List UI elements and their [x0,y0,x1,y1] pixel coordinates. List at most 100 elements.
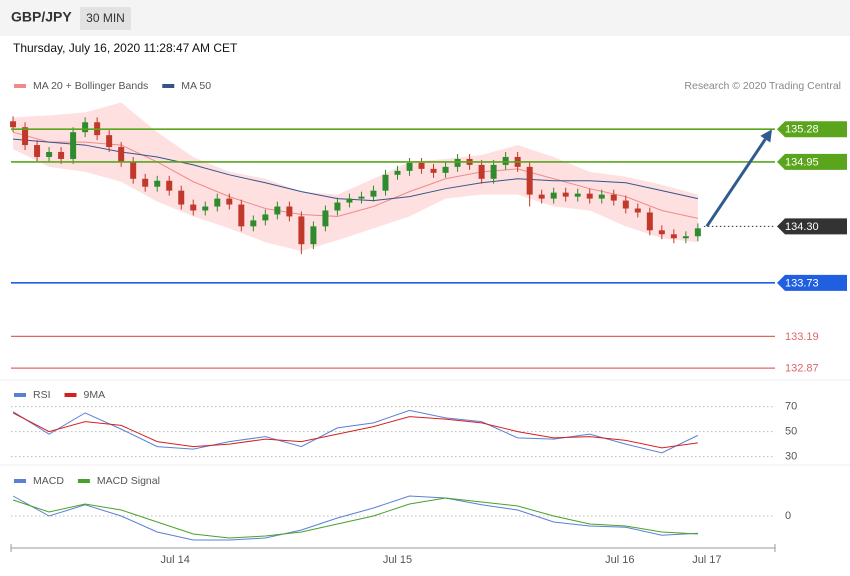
candle-body [178,190,185,205]
candle-body [154,180,161,187]
interval[interactable]: 30 MIN [86,11,125,25]
candle-body [298,216,305,245]
candle-body [142,178,149,187]
candle-body [46,152,53,157]
candle-body [574,193,581,197]
candle-body [478,164,485,179]
candle-body [682,236,689,239]
candle-body [130,161,137,179]
candle-body [526,166,533,195]
candle-body [226,198,233,205]
candle-body [118,147,125,162]
indicator-line [12,412,698,449]
candle-body [274,206,281,215]
x-tick-label: Jul 16 [605,554,634,566]
candle-body [562,192,569,197]
legend-label: MACD [33,475,64,487]
legend-swatch [14,479,26,483]
moving-average [13,138,698,202]
legend-label: RSI [33,389,51,401]
legend-label: MACD Signal [97,475,160,487]
projection-arrowhead [760,129,772,143]
candle-body [598,194,605,199]
header-bar [0,0,850,36]
symbol: GBP/JPY [11,9,72,25]
bollinger-band [13,102,698,252]
level-label: 133.73 [785,277,819,289]
candle-body [502,156,509,165]
interval-button[interactable] [80,7,131,30]
legend-swatch [14,393,26,397]
y-tick-label: 70 [785,401,797,413]
legend-label: MA 50 [181,80,211,92]
moving-average [12,131,698,219]
candle-body [166,180,173,191]
candle-body [190,204,197,211]
y-tick-label: 30 [785,451,797,463]
indicator-line [12,497,698,539]
indicator-line [12,495,698,541]
candle-body [202,206,209,211]
x-tick-label: Jul 15 [383,554,412,566]
candle-body [382,174,389,191]
candle-body [322,210,329,227]
candle-body [82,122,89,133]
candle-body [430,168,437,173]
candle-body [634,208,641,213]
candle-body [538,194,545,199]
candle-body [406,162,413,171]
candle-body [442,166,449,173]
y-tick-label: 0 [785,510,791,522]
credit: Research © 2020 Trading Central [684,80,841,92]
level-label: 134.95 [785,156,819,168]
candle-body [238,204,245,227]
candle-body [394,170,401,175]
legend-swatch [77,479,90,483]
candle-body [250,220,257,227]
candle-body [106,135,113,148]
level-label: 133.19 [785,331,819,343]
candle-body [490,164,497,179]
candle-body [550,192,557,199]
legend-label: MA 20 + Bollinger Bands [33,80,148,92]
candle-body [10,121,17,128]
candle-body [370,190,377,197]
level-tag [777,274,847,291]
candle-body [658,230,665,235]
level-label: 132.87 [785,362,819,374]
legend-swatch [14,84,26,88]
candle-body [34,145,41,157]
legend-label: 9MA [84,389,106,401]
candle-body [670,234,677,239]
candle-body [622,200,629,209]
candle-body [610,194,617,201]
candle-body [286,206,293,217]
candle-body [358,196,365,199]
legend-swatch [162,84,175,88]
candle-body [58,152,65,159]
candle-body [70,132,77,159]
level-tag [777,153,847,170]
candle-body [346,198,353,203]
y-tick-label: 50 [785,426,797,438]
candle-body [334,202,341,211]
candle-body [22,127,29,146]
indicator-line [12,409,699,454]
candle-body [694,228,701,237]
candle-body [262,214,269,221]
candle-body [454,158,461,167]
projection-arrow [705,138,767,228]
candle-body [214,198,221,207]
x-tick-label: Jul 17 [692,554,721,566]
candle-body [586,193,593,199]
level-tag [777,218,847,235]
level-tag [777,121,847,138]
level-label: 135.28 [785,124,819,136]
level-label: 134.30 [785,221,819,233]
timestamp: Thursday, July 16, 2020 11:28:47 AM CET [13,41,238,55]
legend-swatch [64,393,77,397]
candle-body [310,226,317,245]
